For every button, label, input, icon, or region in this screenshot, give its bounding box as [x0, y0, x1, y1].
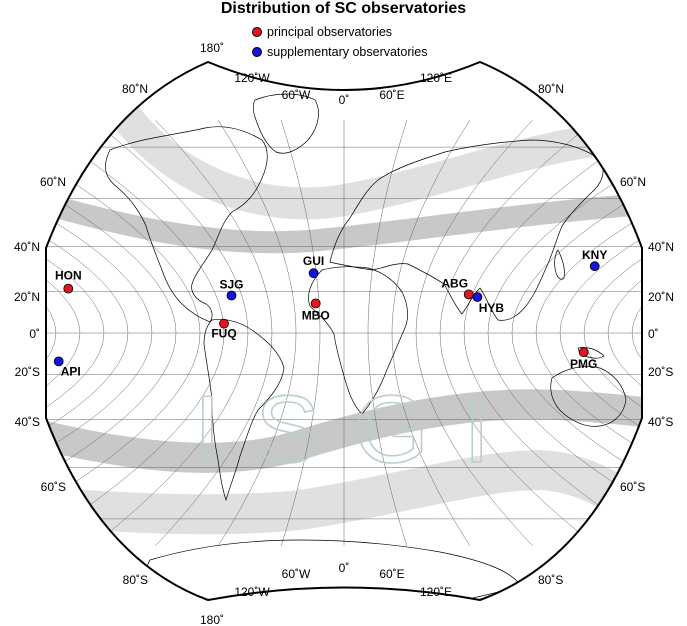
left-latitude-label: 60˚N	[40, 175, 66, 189]
edge-labels: 180˚ 120˚W 60˚W 0˚ 60˚E 120˚E 180˚ 120˚W 60˚W 0˚ 6…	[14, 41, 674, 626]
observatory-marker-abg[interactable]	[463, 289, 474, 300]
observatory-marker-hyb[interactable]	[472, 292, 483, 302]
coast-africa	[308, 266, 408, 415]
coast-north-america	[105, 126, 268, 323]
coast-australia	[550, 366, 627, 427]
left-latitude-label: 0˚	[29, 327, 40, 341]
left-latitude-label: 80˚N	[122, 82, 148, 96]
right-latitude-label: 0˚	[648, 327, 659, 341]
observatory-marker-mbo[interactable]	[310, 298, 321, 309]
observatory-marker-api[interactable]	[53, 356, 64, 367]
top-longitude-label: 120˚E	[420, 71, 452, 85]
coast-eurasia	[329, 139, 604, 321]
map-border	[45, 60, 643, 602]
observatory-marker-kny[interactable]	[589, 261, 600, 272]
subauroral-band-south	[46, 389, 642, 473]
left-latitude-label: 20˚S	[15, 365, 40, 379]
bottom-longitude-label: 60˚W	[282, 567, 311, 581]
left-latitude-label: 80˚S	[123, 573, 148, 587]
observatory-label-api: API	[61, 364, 81, 378]
top-longitude-label: 60˚W	[282, 88, 311, 102]
legend-label: principal observatories	[267, 25, 393, 39]
auroral-band-north	[104, 92, 642, 220]
coast-antarctica	[147, 539, 521, 600]
legend-label: supplementary observatories	[267, 45, 428, 59]
observatory-marker-sjg[interactable]	[226, 290, 237, 301]
observatory-marker-gui[interactable]	[308, 268, 319, 279]
graticule	[46, 119, 642, 547]
left-latitude-label: 60˚S	[41, 480, 66, 494]
observatory-label-sjg: SJG	[219, 278, 243, 292]
right-latitude-label: 80˚N	[538, 82, 564, 96]
left-latitude-label: 40˚S	[15, 415, 40, 429]
bottom-longitude-label: 0˚	[339, 561, 350, 575]
bottom-longitude-label: 120˚E	[420, 585, 452, 599]
observatories: HON SJG FUQ GUI MBO ABG HYB KNY PMG API	[53, 248, 607, 378]
observatory-marker-hon[interactable]	[63, 283, 74, 294]
right-latitude-label: 60˚S	[620, 480, 645, 494]
right-latitude-label: 80˚S	[538, 573, 563, 587]
right-latitude-label: 60˚N	[620, 175, 646, 189]
auroral-band-south	[46, 449, 642, 565]
right-latitude-label: 20˚S	[648, 365, 673, 379]
observatory-marker-fuq[interactable]	[219, 318, 229, 329]
bottom-longitude-label: 120˚W	[234, 585, 270, 599]
blue-dot-icon	[252, 47, 262, 57]
isgi-watermark: I S G I	[194, 376, 494, 483]
observatory-label-hon: HON	[55, 269, 82, 283]
right-latitude-label: 20˚N	[648, 290, 674, 304]
coast-japan	[554, 249, 565, 280]
red-dot-icon	[252, 27, 262, 37]
top-longitude-label: 0˚	[339, 93, 350, 107]
legend: principal observatories supplementary ob…	[252, 22, 428, 62]
observatory-label-pmg: PMG	[570, 357, 597, 371]
left-latitude-label: 20˚N	[14, 290, 40, 304]
top-longitude-label: 180˚	[200, 41, 224, 55]
observatory-label-mbo: MBO	[302, 308, 330, 322]
legend-item-supplementary: supplementary observatories	[252, 42, 428, 62]
observatory-marker-pmg[interactable]	[578, 347, 589, 358]
observatory-label-kny: KNY	[582, 248, 607, 262]
observatory-label-abg: ABG	[441, 276, 468, 290]
right-latitude-label: 40˚N	[648, 240, 674, 254]
observatory-label-gui: GUI	[303, 254, 324, 268]
bottom-longitude-label: 60˚E	[379, 567, 404, 581]
left-latitude-label: 40˚N	[14, 240, 40, 254]
observatory-label-hyb: HYB	[479, 301, 505, 315]
subauroral-band-north	[46, 189, 642, 254]
right-latitude-label: 40˚S	[648, 415, 673, 429]
map-title: Distribution of SC observatories	[220, 0, 467, 17]
legend-item-principal: principal observatories	[252, 22, 428, 42]
observatory-label-fuq: FUQ	[211, 327, 236, 341]
coast-south-america	[203, 319, 285, 502]
top-longitude-label: 60˚E	[379, 88, 404, 102]
top-longitude-label: 120˚W	[234, 71, 270, 85]
bottom-longitude-label: 180˚	[200, 613, 224, 626]
magnetic-bands	[46, 92, 642, 565]
coast-greenland	[252, 93, 319, 154]
